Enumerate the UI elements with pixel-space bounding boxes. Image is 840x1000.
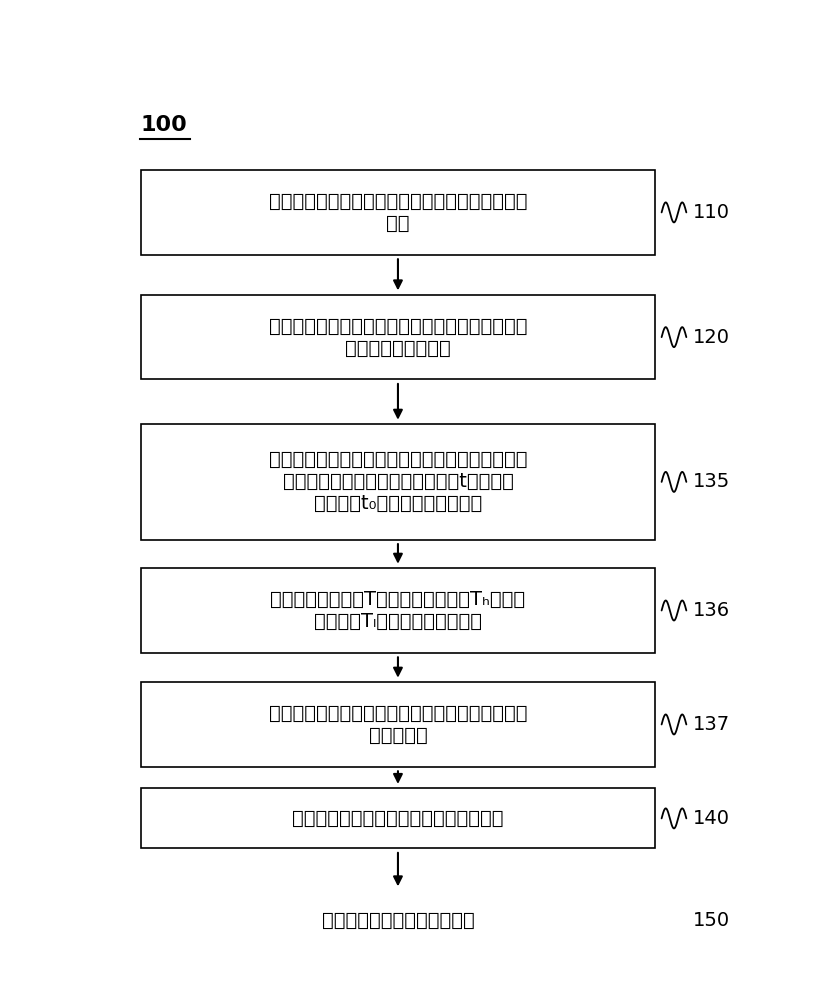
Text: 控制压缩机按照当次压缩机启动模式启动: 控制压缩机按照当次压缩机启动模式启动 (292, 809, 504, 828)
Text: 100: 100 (141, 115, 187, 135)
Bar (141, 568, 655, 653)
Bar (141, 682, 655, 767)
Text: 140: 140 (693, 809, 730, 828)
Bar (141, 295, 655, 379)
Text: 136: 136 (693, 601, 730, 620)
Text: 137: 137 (693, 715, 730, 734)
Text: 当前次压缩机启动模式为开环拉动启动模式时，判
断前次压缩机关机后的持续时间段t是否大于
预设时段t₀，得到第一判断结果: 当前次压缩机启动模式为开环拉动启动模式时，判 断前次压缩机关机后的持续时间段t是… (269, 450, 528, 513)
Text: 控制压缩机按照预定速度运行: 控制压缩机按照预定速度运行 (322, 911, 475, 930)
Bar (141, 788, 655, 848)
Text: 根据第一判断结果和第二判断结果，确定当次压缩
机启动模式: 根据第一判断结果和第二判断结果，确定当次压缩 机启动模式 (269, 704, 528, 745)
Bar (141, 891, 655, 951)
Text: 若压缩机处于停止状态，则检测空调状态，并获取
前次压缩机启动模式: 若压缩机处于停止状态，则检测空调状态，并获取 前次压缩机启动模式 (269, 317, 528, 358)
Text: 根据压缩机转子的转速，判断压缩机是否处于停止
状态: 根据压缩机转子的转速，判断压缩机是否处于停止 状态 (269, 192, 528, 233)
Bar (141, 170, 655, 255)
Text: 110: 110 (693, 203, 730, 222)
Bar (141, 424, 655, 540)
Text: 135: 135 (693, 472, 730, 491)
Text: 120: 120 (693, 328, 730, 347)
Text: 判断室外环境温度T是否小于高温阈值Tₕ且大于
低温阈值Tₗ，得到第二判断结果: 判断室外环境温度T是否小于高温阈值Tₕ且大于 低温阈值Tₗ，得到第二判断结果 (270, 590, 526, 631)
Text: 150: 150 (693, 911, 730, 930)
